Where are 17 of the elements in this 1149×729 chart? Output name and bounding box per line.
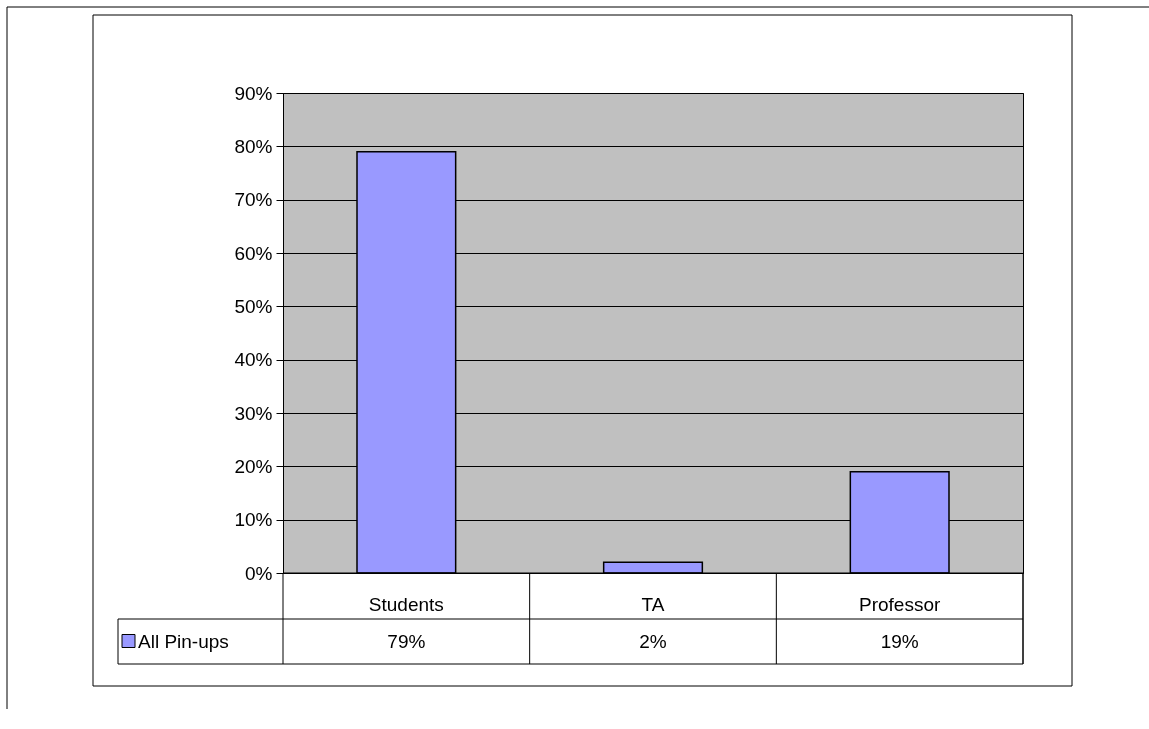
y-tick-label: 30% xyxy=(234,402,273,424)
y-tick-label: 90% xyxy=(234,82,273,104)
text: 19% xyxy=(880,630,919,652)
y-tick-label: 60% xyxy=(234,242,273,264)
x-tick-label: Students xyxy=(368,593,444,615)
legend-label: All Pin-ups xyxy=(138,630,229,652)
y-tick-label: 70% xyxy=(234,189,273,211)
text: 2% xyxy=(639,630,667,652)
x-tick-label: TA xyxy=(641,593,665,615)
text: 79% xyxy=(387,630,426,652)
y-tick-label: 80% xyxy=(234,135,273,157)
y-tick-label: 10% xyxy=(234,509,273,531)
y-tick-label: 20% xyxy=(234,455,273,477)
y-tick-label: 40% xyxy=(234,349,273,371)
y-tick-label: 50% xyxy=(234,295,273,317)
x-tick-label: Professor xyxy=(859,593,941,615)
y-tick-label: 0% xyxy=(245,562,273,584)
